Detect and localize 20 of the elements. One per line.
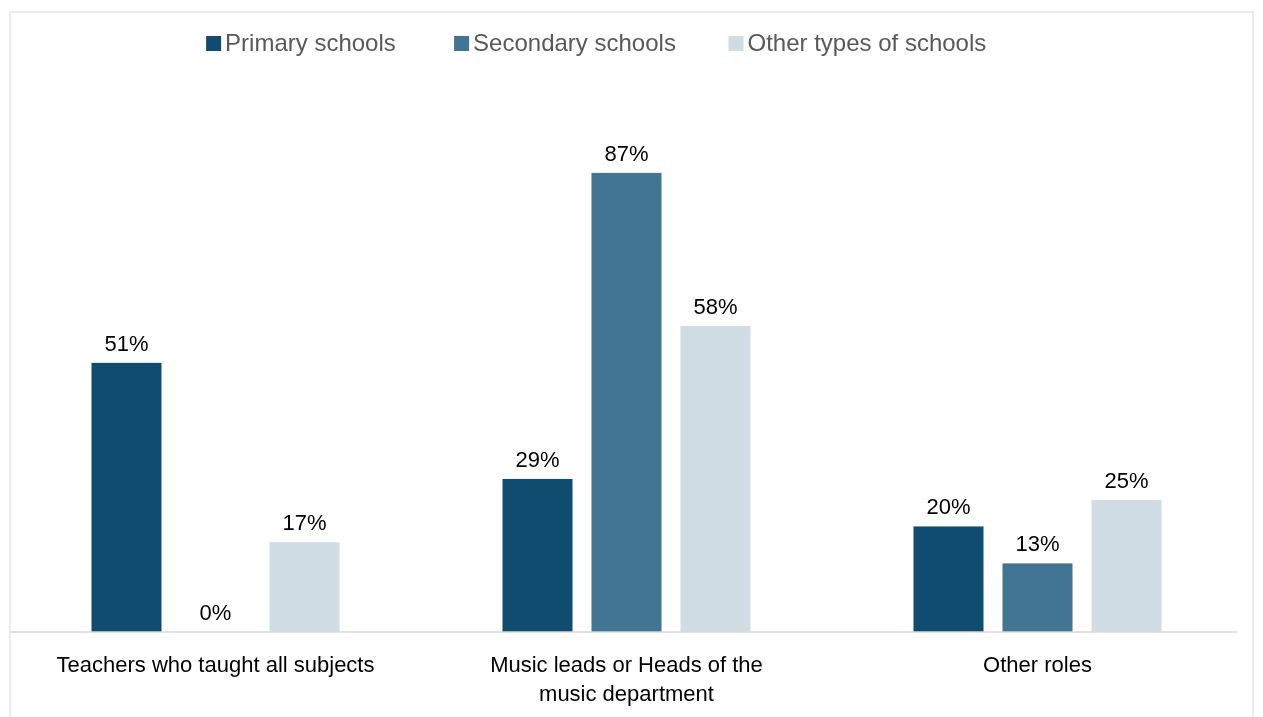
data-label: 20% [926,494,971,520]
legend-label: Primary schools [225,29,396,56]
legend-label: Other types of schools [747,29,987,56]
bar [913,526,984,632]
data-label: 0% [199,600,232,625]
data-label: 17% [282,510,327,536]
bar [591,172,662,632]
bar [502,478,573,632]
data-label: 87% [604,140,649,166]
data-label: 25% [1104,468,1149,494]
data-label: 29% [515,446,560,472]
legend-label: Secondary schools [473,29,676,56]
x-tick-label: Teachers who taught all subjects [56,652,375,677]
bar [91,362,162,632]
x-tick-label: Other roles [983,652,1092,677]
x-tick-label: Music leads or Heads of the music department [490,652,763,706]
data-label: 51% [104,330,149,356]
bar [1002,563,1073,632]
data-label: 58% [693,293,738,319]
data-label: 13% [1015,531,1060,557]
